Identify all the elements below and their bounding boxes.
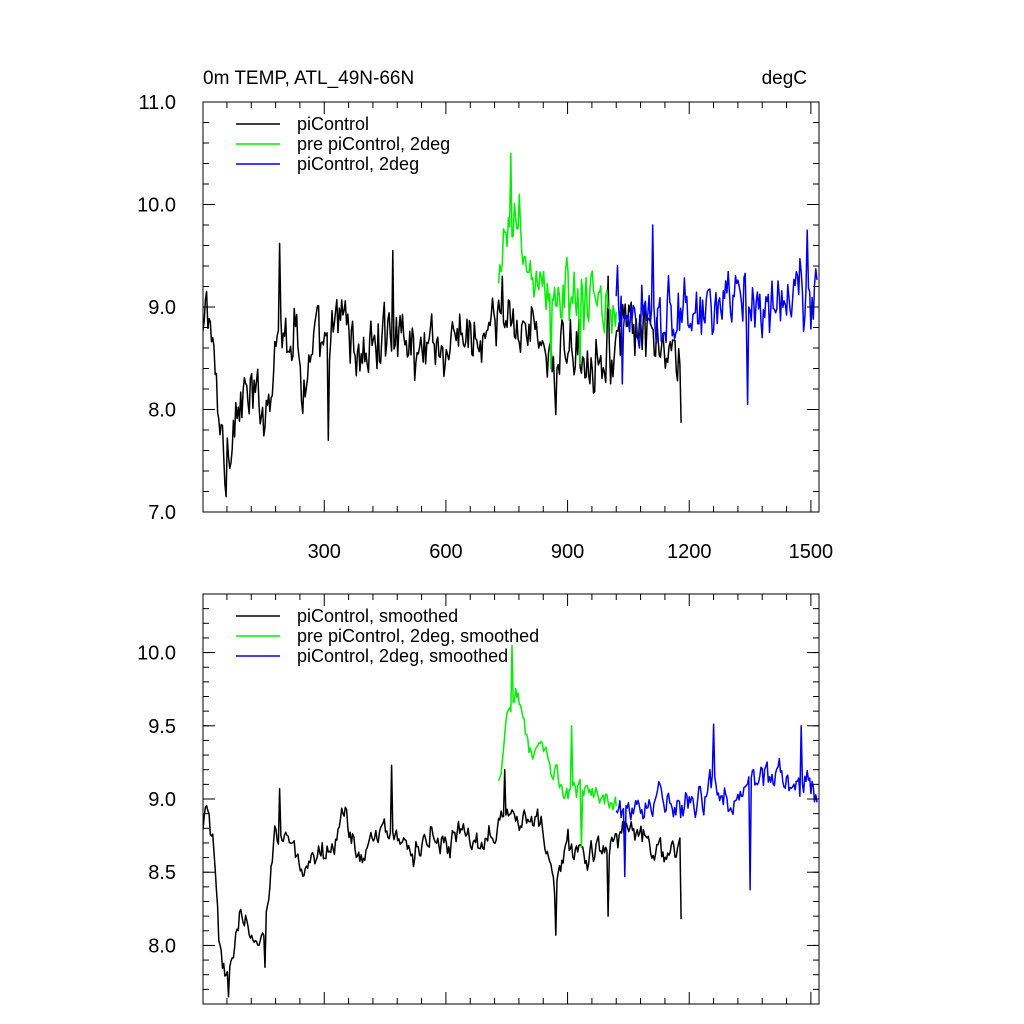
series-line-picontrol xyxy=(203,242,682,498)
legend-label: piControl, 2deg xyxy=(297,154,419,174)
x-tick-label: 300 xyxy=(308,541,341,563)
y-tick-label: 8.0 xyxy=(148,400,176,422)
top-panel: 7.0 8.0 9.0 10.0 11.0 300 600 900 1200 1500 0m TEM… xyxy=(137,68,833,563)
y-tick-label: 10.0 xyxy=(137,195,176,217)
y-tick-label: 8.5 xyxy=(148,862,176,884)
y-tick-label: 8.0 xyxy=(148,935,176,957)
series-line-picontrol-2deg-smoothed xyxy=(615,723,818,891)
legend-label: piControl xyxy=(297,114,369,134)
y-tick-label: 11.0 xyxy=(139,92,176,114)
legend-label: piControl, 2deg, smoothed xyxy=(297,646,508,666)
legend-label: piControl, smoothed xyxy=(297,606,458,626)
y-tick-label: 9.5 xyxy=(148,716,176,738)
y-tick-label: 9.0 xyxy=(148,789,176,811)
legend-label: pre piControl, 2deg, smoothed xyxy=(297,626,539,646)
x-tick-label: 600 xyxy=(429,541,462,563)
x-tick-label: 1500 xyxy=(789,541,834,563)
y-tick-label: 7.0 xyxy=(148,502,176,524)
x-tick-label: 1200 xyxy=(667,541,712,563)
x-tick-label: 900 xyxy=(551,541,584,563)
legend-label: pre piControl, 2deg xyxy=(297,134,450,154)
y-tick-label: 9.0 xyxy=(148,297,176,319)
chart-title: 0m TEMP, ATL_49N-66N xyxy=(203,68,414,89)
y-tick-label: 10.0 xyxy=(137,643,176,665)
series-line-picontrol-smoothed xyxy=(203,764,682,998)
series-line-pre-picontrol-2deg xyxy=(497,152,617,370)
chart-units: degC xyxy=(762,68,807,89)
series-line-picontrol-2deg xyxy=(615,224,818,406)
series-line-pre-picontrol-2deg-smoothed xyxy=(497,644,617,849)
